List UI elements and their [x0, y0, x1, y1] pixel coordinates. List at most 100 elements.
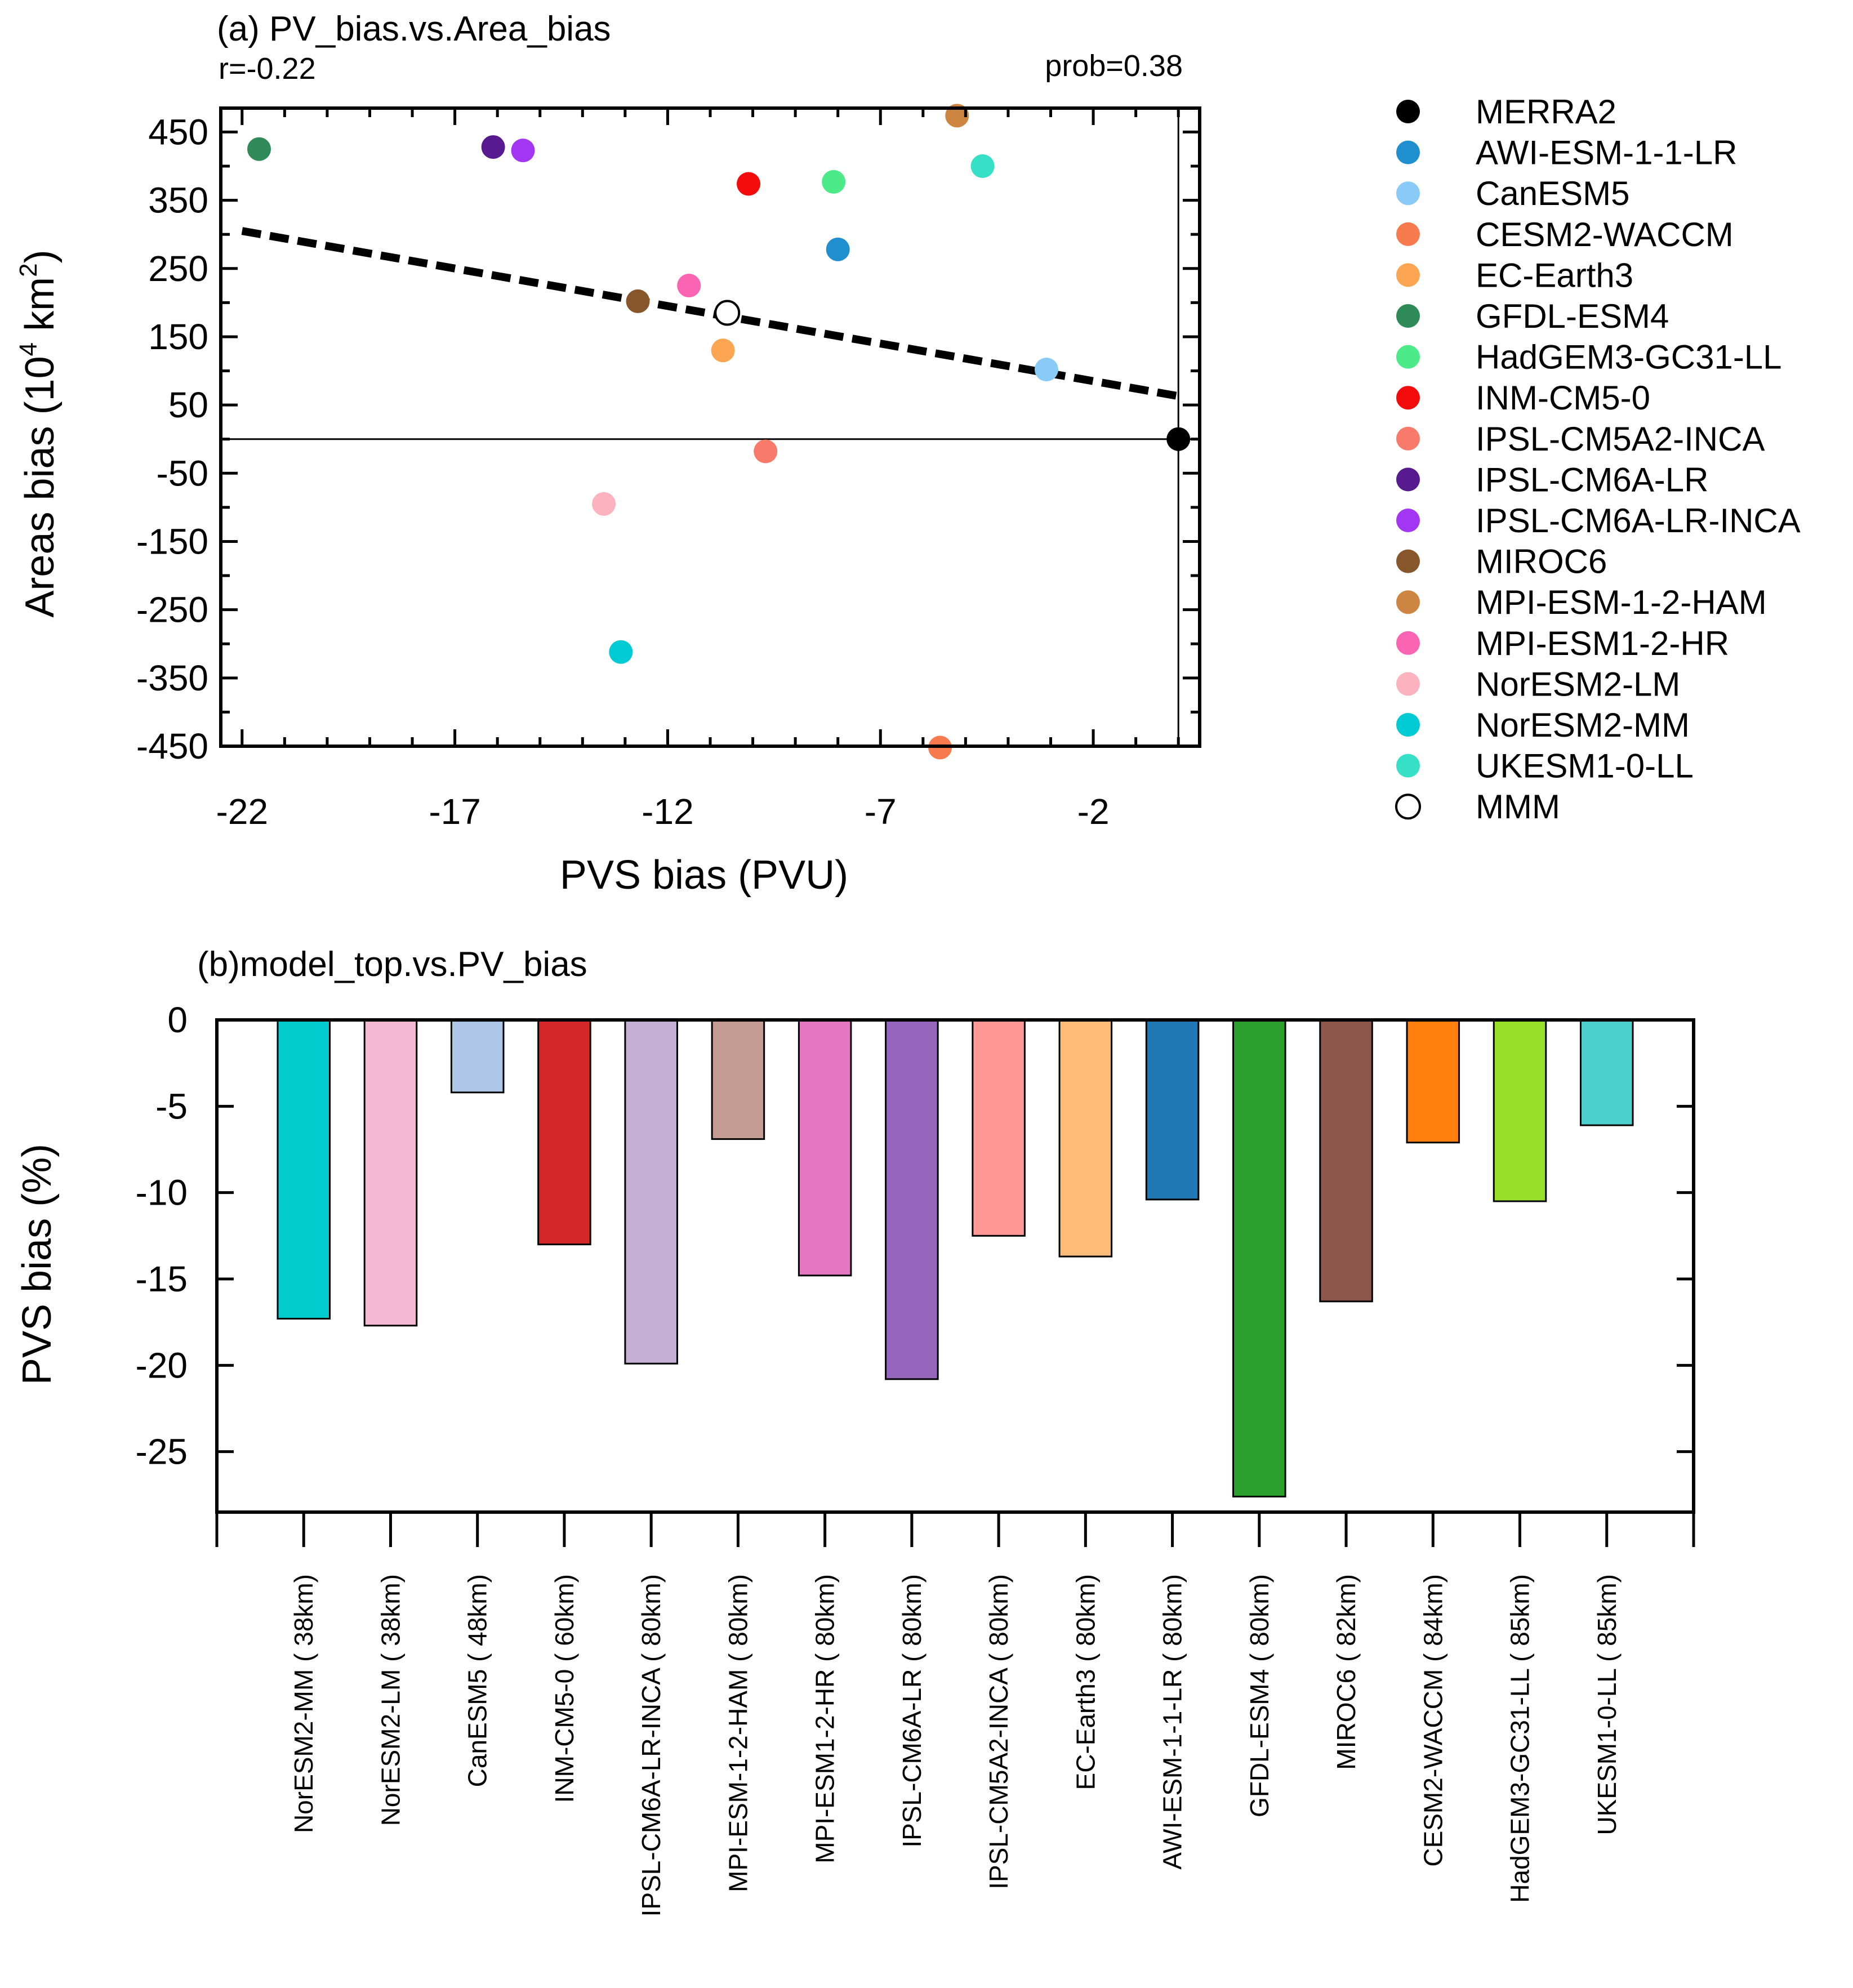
- legend-marker: [1396, 509, 1420, 532]
- bar: [277, 1019, 331, 1320]
- bar-category-label: IPSL-CM6A-LR ( 80km): [897, 1574, 926, 1848]
- bar: [537, 1019, 591, 1246]
- bar: [711, 1019, 765, 1140]
- y-tick-label: 150: [148, 317, 208, 357]
- bar-category-label: MPI-ESM1-2-HR ( 80km): [810, 1574, 840, 1864]
- legend-label: UKESM1-0-LL: [1476, 747, 1694, 785]
- x-tick-label: -7: [865, 791, 897, 832]
- legend-marker: [1396, 754, 1420, 778]
- point-canesm5: [1034, 358, 1058, 382]
- bar-y-tick-label: -5: [155, 1086, 188, 1126]
- point-awi-esm-1-1-lr: [826, 237, 850, 261]
- legend-item: UKESM1-0-LL: [1396, 747, 1694, 785]
- legend-item: CanESM5: [1396, 175, 1629, 212]
- bar: [1319, 1019, 1373, 1303]
- bar: [1145, 1019, 1200, 1201]
- bar-category-label: UKESM1-0-LL ( 85km): [1592, 1574, 1622, 1835]
- point-noresm2-lm: [592, 492, 616, 516]
- legend-label: HadGEM3-GC31-LL: [1476, 338, 1782, 376]
- point-ipsl-cm6a-lr-inca: [511, 139, 535, 163]
- legend-label: EC-Earth3: [1476, 256, 1633, 294]
- scatter-y-tick-labels: 450 350 250 150 50 -50 -150 -250 -350 -450: [136, 112, 208, 766]
- legend-item: CESM2-WACCM: [1396, 216, 1734, 253]
- bar-category-label: INM-CM5-0 ( 60km): [550, 1574, 579, 1803]
- legend-label: NorESM2-LM: [1476, 665, 1680, 703]
- bar-category-label: MIROC6 ( 82km): [1331, 1574, 1361, 1770]
- legend-label: CanESM5: [1476, 175, 1629, 212]
- point-miroc6: [626, 289, 650, 313]
- bar: [1579, 1019, 1634, 1126]
- bar-category-label: CanESM5 ( 48km): [463, 1574, 492, 1787]
- scatter-points: [247, 104, 1191, 760]
- bar-category-label: AWI-ESM-1-1-LR ( 80km): [1158, 1574, 1187, 1870]
- scatter-x-axis-title: PVS bias (PVU): [560, 853, 848, 898]
- bar-category-label: GFDL-ESM4 ( 80km): [1245, 1574, 1274, 1817]
- legend-item: NorESM2-MM: [1396, 706, 1690, 744]
- y-tick-label: 350: [148, 180, 208, 221]
- y-tick-label: -250: [136, 590, 208, 630]
- legend-marker: [1396, 386, 1420, 410]
- legend-marker: [1396, 181, 1420, 206]
- legend-marker: [1395, 794, 1421, 820]
- legend-item: GFDL-ESM4: [1396, 297, 1669, 335]
- bar: [1493, 1019, 1547, 1202]
- legend-marker: [1396, 263, 1420, 287]
- point-mpi-esm1-2-hr: [677, 274, 701, 298]
- bar: [798, 1019, 852, 1277]
- legend-marker: [1396, 345, 1420, 369]
- x-tick-label: -17: [429, 791, 481, 832]
- legend-label: CESM2-WACCM: [1476, 216, 1734, 253]
- bar-category-label: NorESM2-MM ( 38km): [289, 1574, 318, 1833]
- y-tick-label: -350: [136, 658, 208, 698]
- legend-item: MERRA2: [1396, 93, 1616, 131]
- legend-marker: [1396, 140, 1420, 164]
- bar-category-label: NorESM2-LM ( 38km): [376, 1574, 405, 1826]
- scatter-panel: (a) PV_bias.vs.Area_bias r=-0.22 prob=0.…: [15, 10, 1201, 898]
- legend-marker: [1396, 222, 1420, 246]
- legend-item: IPSL-CM6A-LR-INCA: [1396, 502, 1801, 540]
- bar: [1232, 1019, 1286, 1497]
- legend-label: MERRA2: [1476, 93, 1616, 131]
- bar-category-label: IPSL-CM6A-LR-INCA ( 80km): [636, 1574, 666, 1916]
- legend-marker: [1396, 549, 1420, 573]
- point-ec-earth3: [711, 338, 735, 363]
- legend-label: AWI-ESM-1-1-LR: [1476, 134, 1737, 172]
- probability-label: prob=0.38: [1045, 49, 1183, 83]
- legend-label: MPI-ESM-1-2-HAM: [1476, 583, 1767, 621]
- point-gfdl-esm4: [247, 137, 271, 161]
- legend-marker: [1396, 590, 1420, 614]
- legend-label: MIROC6: [1476, 543, 1607, 581]
- legend-label: IPSL-CM5A2-INCA: [1476, 420, 1765, 458]
- legend-marker: [1396, 304, 1420, 328]
- bar: [363, 1019, 418, 1327]
- bar: [1406, 1019, 1460, 1144]
- legend-item: NorESM2-LM: [1396, 665, 1680, 703]
- bar: [972, 1019, 1026, 1237]
- point-noresm2-mm: [609, 640, 633, 664]
- scatter-x-tick-labels: -22 -17 -12 -7 -2: [216, 791, 1110, 832]
- legend-marker: [1396, 100, 1420, 123]
- bar-y-tick-label: -10: [136, 1173, 188, 1213]
- bar-y-tick-label: 0: [167, 1000, 188, 1040]
- legend-item: MPI-ESM-1-2-HAM: [1396, 583, 1767, 621]
- bar-title: (b)model_top.vs.PV_bias: [197, 945, 587, 984]
- legend-item: MIROC6: [1396, 543, 1607, 581]
- legend-marker: [1396, 713, 1420, 737]
- legend-item: MPI-ESM1-2-HR: [1396, 625, 1729, 662]
- bar-panel: (b)model_top.vs.PV_bias 0-5-10-15-20-25 …: [15, 945, 1695, 1916]
- point-ipsl-cm5a2-inca: [754, 439, 778, 463]
- scatter-title: (a) PV_bias.vs.Area_bias: [217, 10, 611, 48]
- legend-marker: [1396, 426, 1420, 451]
- bar-axes: [215, 1018, 1695, 1547]
- point-merra2: [1166, 427, 1191, 451]
- bar-category-label: MPI-ESM-1-2-HAM ( 80km): [723, 1574, 752, 1892]
- scatter-frame: [219, 106, 1201, 748]
- bar-y-tick-label: -25: [136, 1432, 188, 1472]
- legend-item: AWI-ESM-1-1-LR: [1396, 134, 1737, 172]
- legend-label: IPSL-CM6A-LR-INCA: [1476, 502, 1801, 540]
- legend-label: MMM: [1476, 788, 1560, 826]
- legend-marker: [1396, 467, 1420, 492]
- y-tick-label: 50: [168, 385, 208, 425]
- bar-y-tick-labels: 0 -5 -10 -15 -20 -25: [136, 1000, 188, 1472]
